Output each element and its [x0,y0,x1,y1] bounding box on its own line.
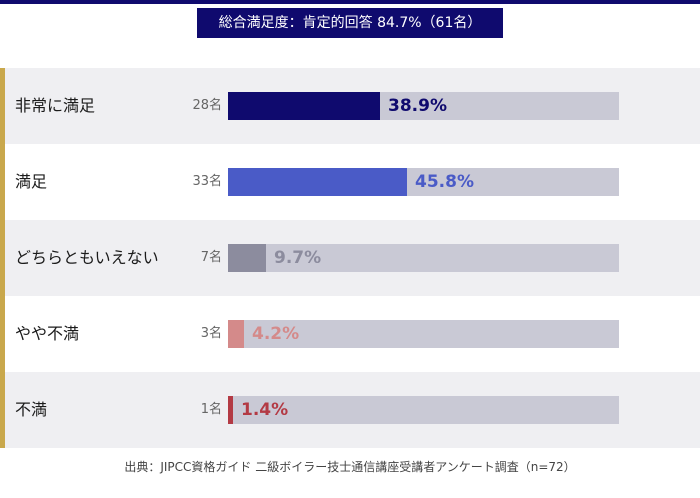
value-label: 1.4% [241,400,289,420]
count-label: 33名 [192,174,222,189]
chart-title: 総合満足度：肯定的回答 84.7%（61名） [197,8,503,38]
count-label: 28名 [192,98,222,113]
top-rule [0,0,700,4]
category-label: どちらともいえない [15,248,159,267]
source-note: 出典：JIPCC資格ガイド 二級ボイラー技士通信講座受講者アンケート調査（n=7… [124,460,576,474]
bar [228,92,380,120]
accent-bar [0,68,5,448]
bar-track: 9.7% [228,244,619,272]
category-label: 非常に満足 [15,96,96,115]
count-label: 3名 [200,326,222,341]
bar [228,168,407,196]
value-label: 38.9% [388,96,447,116]
value-label: 9.7% [274,248,322,268]
bar [228,396,233,424]
value-label: 4.2% [252,324,300,344]
value-label: 45.8% [415,172,474,192]
bar [228,244,266,272]
bar-track: 38.9% [228,92,619,120]
count-label: 7名 [200,250,222,265]
category-label: 満足 [15,172,48,191]
bar-track: 45.8% [228,168,619,196]
bar [228,320,244,348]
category-label: 不満 [15,400,48,419]
count-label: 1名 [200,402,222,417]
bar-track: 4.2% [228,320,619,348]
bar-track: 1.4% [228,396,619,424]
category-label: やや不満 [15,324,80,343]
